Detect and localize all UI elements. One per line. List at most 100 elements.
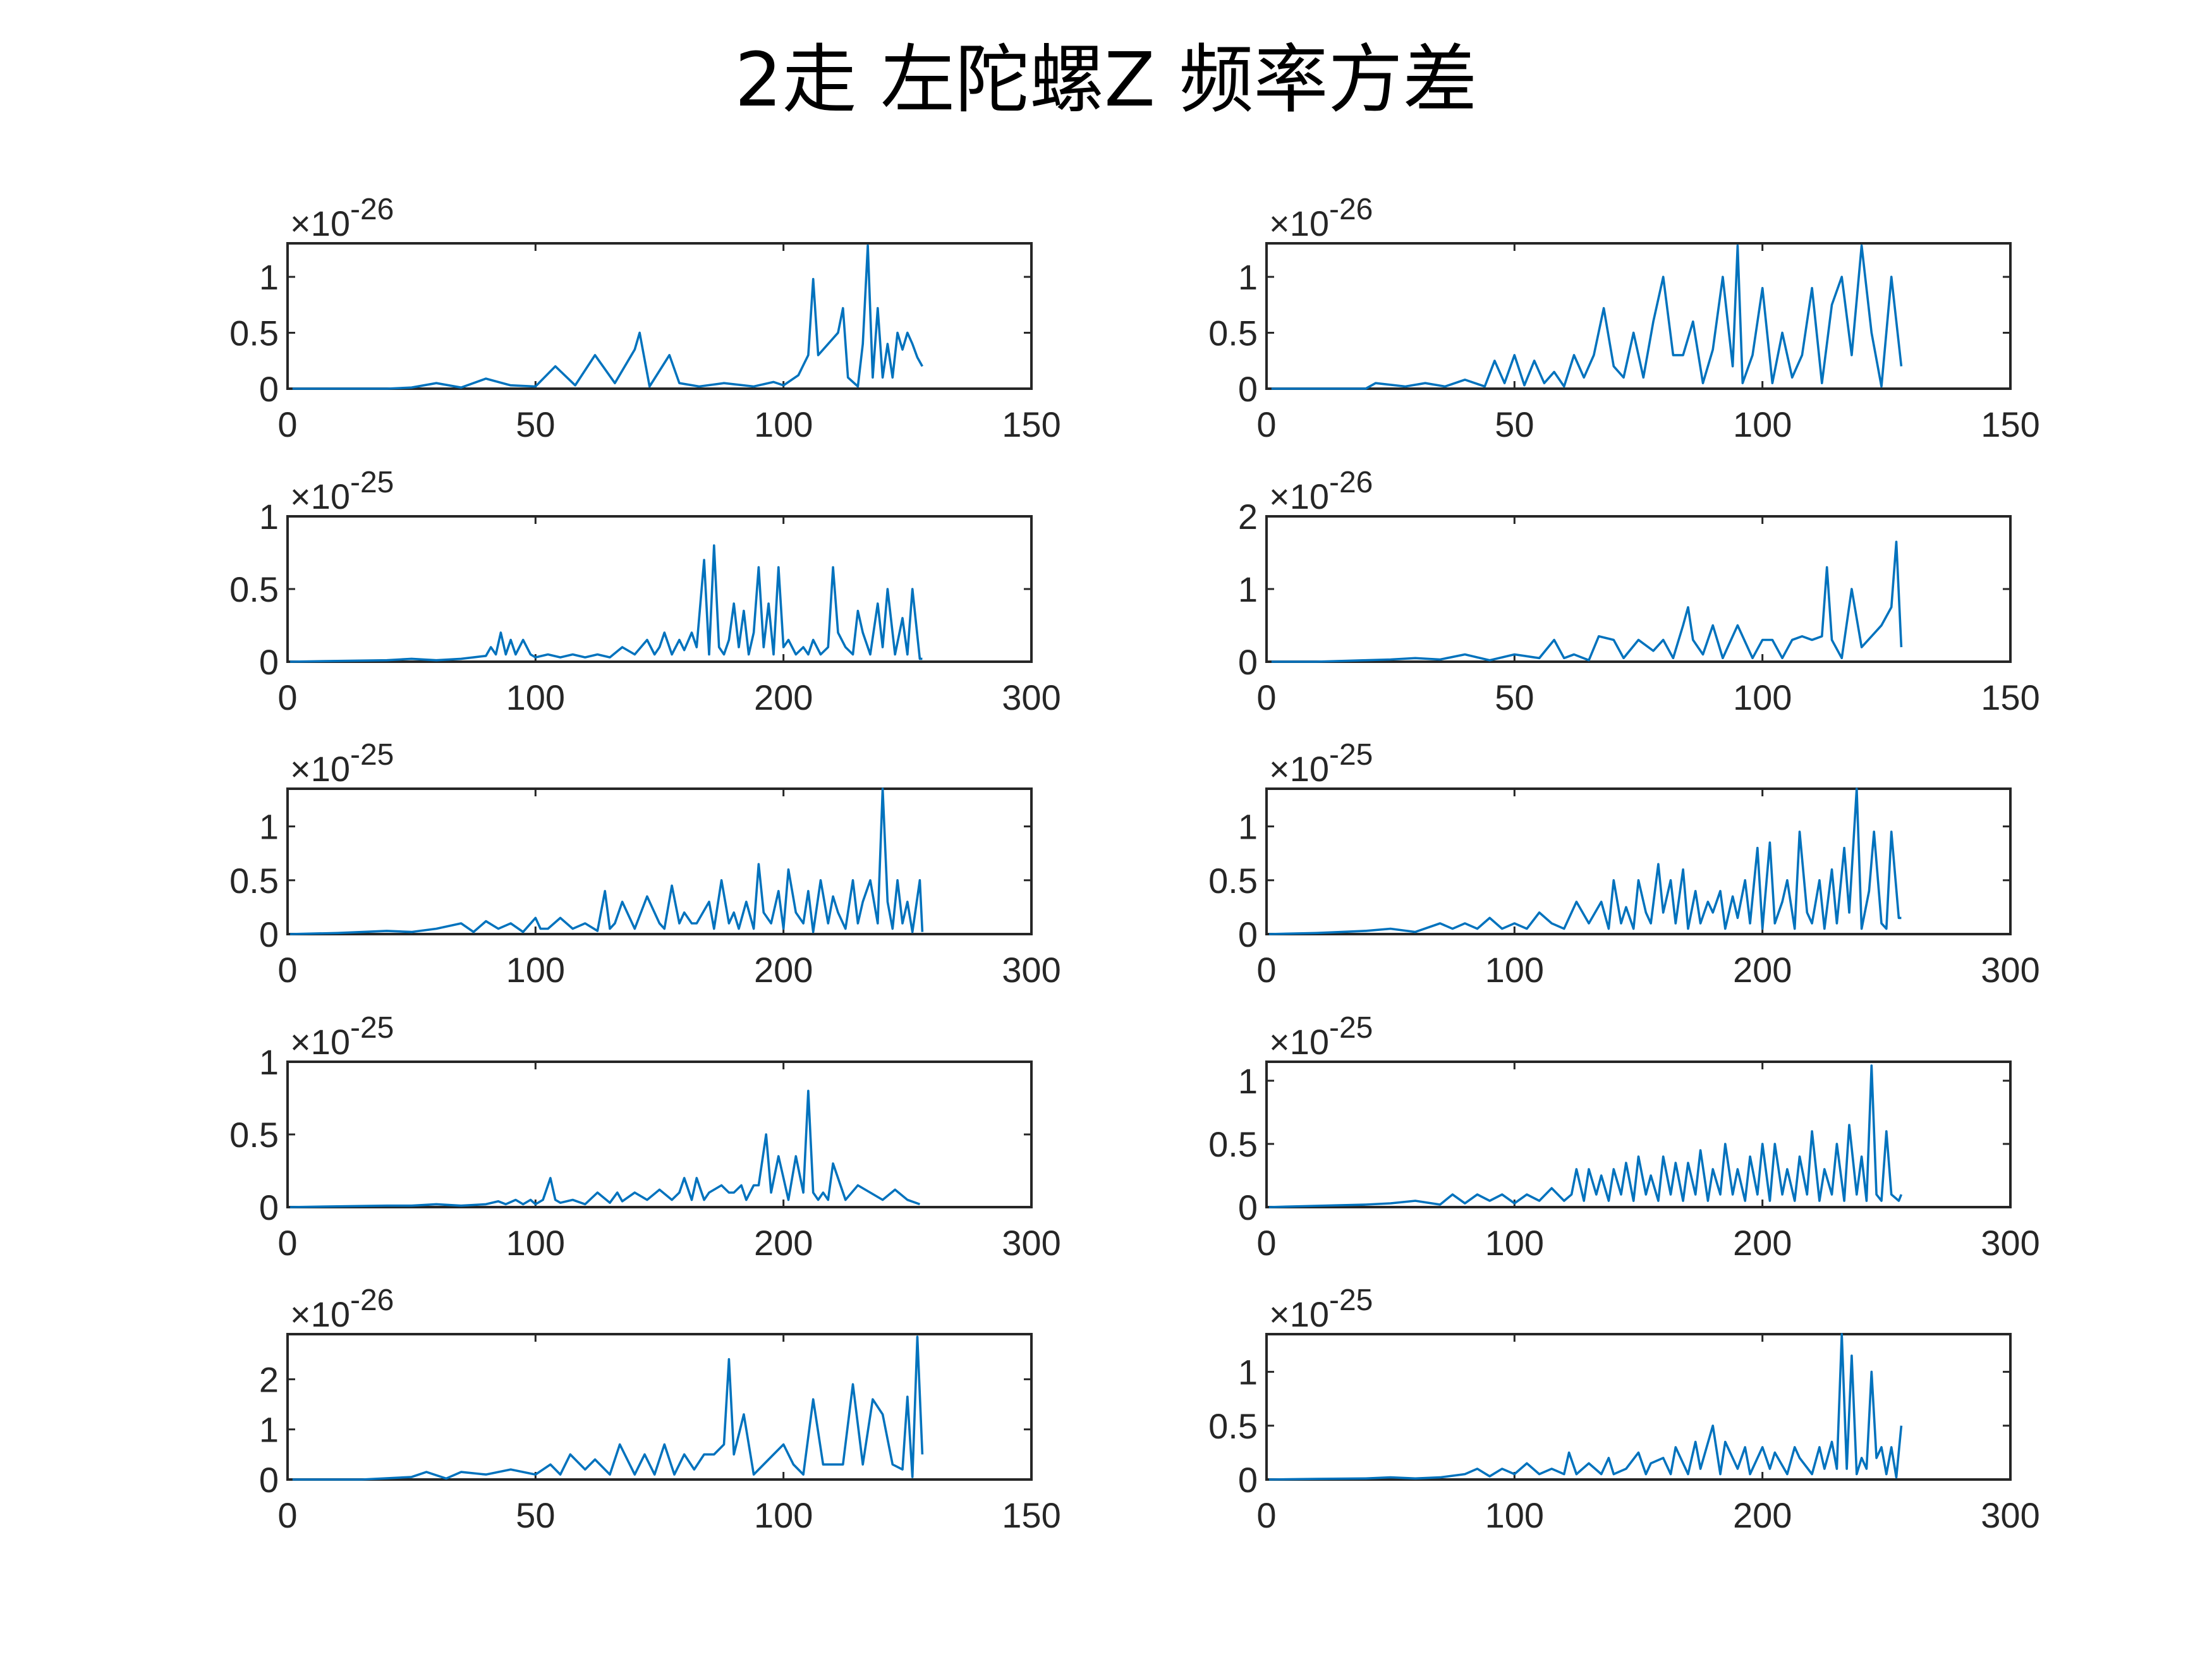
exponent-power: -25 xyxy=(350,466,394,499)
exponent-power: -26 xyxy=(350,193,394,226)
exponent-base: ×10 xyxy=(290,204,350,243)
axis-exponent-label: ×10-25 xyxy=(1269,738,1373,789)
axis-exponent-label: ×10-26 xyxy=(1269,466,1373,516)
y-tick-label: 0.5 xyxy=(1208,861,1258,901)
y-tick-label: 0 xyxy=(1238,915,1258,954)
y-tick-label: 1 xyxy=(1238,1352,1258,1392)
x-tick-label: 150 xyxy=(1981,678,2039,717)
exponent-power: -25 xyxy=(1329,1011,1373,1045)
y-tick-label: 0 xyxy=(259,369,279,409)
axis-exponent-label: ×10-25 xyxy=(290,1011,394,1062)
subplot-3: 0 100 200 300 0 0.5 1 ×10-25 xyxy=(229,466,1061,717)
y-tick-label: 1 xyxy=(1238,1061,1258,1101)
y-tick-label: 0.5 xyxy=(229,861,279,901)
axis-exponent-label: ×10-26 xyxy=(1269,193,1373,243)
series-line xyxy=(292,244,923,390)
subplot-6: 0 100 200 300 0 0.5 1 ×10-25 xyxy=(1208,738,2040,990)
x-tick-label: 200 xyxy=(1733,1495,1792,1535)
figure-title: 2走 左陀螺Z 频率方差 xyxy=(735,36,1478,123)
plot-area xyxy=(286,242,1033,390)
series-line xyxy=(289,544,923,663)
y-tick-label: 0.5 xyxy=(1208,1406,1258,1446)
y-tick-label: 0.5 xyxy=(229,569,279,609)
x-tick-label: 0 xyxy=(1256,1223,1276,1263)
plot-area xyxy=(1265,1060,2012,1208)
x-tick-label: 100 xyxy=(1485,1223,1544,1263)
series-line xyxy=(289,1090,920,1208)
series-line xyxy=(1268,1064,1903,1208)
x-tick-label: 50 xyxy=(1495,678,1534,717)
y-tick-label: 0 xyxy=(1238,1188,1258,1227)
x-tick-label: 200 xyxy=(1733,1223,1792,1263)
series-line xyxy=(1271,540,1903,663)
plot-area xyxy=(286,1333,1033,1481)
y-tick-label: 0 xyxy=(259,642,279,682)
y-tick-label: 1 xyxy=(259,1410,279,1450)
y-tick-label: 0 xyxy=(259,915,279,954)
y-tick-label: 0.5 xyxy=(1208,1124,1258,1164)
x-tick-label: 300 xyxy=(1981,1495,2039,1535)
plot-area xyxy=(1265,242,2012,390)
subplot-4: 0 50 100 150 0 1 2 ×10-26 xyxy=(1238,466,2040,717)
plot-area xyxy=(286,1060,1033,1208)
x-tick-label: 0 xyxy=(1256,1495,1276,1535)
y-tick-label: 1 xyxy=(259,807,279,847)
x-tick-label: 0 xyxy=(1256,950,1276,990)
y-tick-label: 0 xyxy=(1238,369,1258,409)
exponent-power: -25 xyxy=(1329,1284,1373,1317)
series-line xyxy=(292,1335,924,1481)
x-tick-label: 0 xyxy=(277,950,297,990)
axis-exponent-label: ×10-25 xyxy=(1269,1011,1373,1062)
x-tick-label: 300 xyxy=(1002,950,1060,990)
subplot-7: 0 100 200 300 0 0.5 1 ×10-25 xyxy=(229,1011,1061,1263)
y-tick-label: 2 xyxy=(1238,497,1258,537)
exponent-base: ×10 xyxy=(1269,477,1329,516)
subplot-8: 0 100 200 300 0 0.5 1 ×10-25 xyxy=(1208,1011,2040,1263)
x-tick-label: 0 xyxy=(277,404,297,444)
x-tick-label: 50 xyxy=(516,1495,555,1535)
x-tick-label: 200 xyxy=(754,1223,813,1263)
y-tick-label: 0.5 xyxy=(229,1115,279,1155)
x-tick-label: 0 xyxy=(1256,404,1276,444)
x-tick-label: 300 xyxy=(1981,950,2039,990)
y-tick-label: 1 xyxy=(259,497,279,537)
subplot-2: 0 50 100 150 0 0.5 1 ×10-26 xyxy=(1208,193,2040,444)
exponent-power: -26 xyxy=(1329,466,1373,499)
x-tick-label: 100 xyxy=(1733,404,1792,444)
x-tick-label: 0 xyxy=(277,678,297,717)
x-tick-label: 150 xyxy=(1002,1495,1060,1535)
subplot-9: 0 50 100 150 0 1 2 ×10-26 xyxy=(259,1284,1061,1535)
exponent-base: ×10 xyxy=(290,749,350,789)
series-line xyxy=(289,787,924,935)
x-tick-label: 100 xyxy=(506,678,565,717)
y-tick-label: 1 xyxy=(1238,807,1258,847)
y-tick-label: 0 xyxy=(1238,642,1258,682)
x-tick-label: 200 xyxy=(754,678,813,717)
y-tick-label: 0.5 xyxy=(229,313,279,353)
x-tick-label: 50 xyxy=(1495,404,1534,444)
exponent-base: ×10 xyxy=(290,1022,350,1062)
axis-exponent-label: ×10-25 xyxy=(1269,1284,1373,1334)
x-tick-label: 100 xyxy=(506,1223,565,1263)
x-tick-label: 300 xyxy=(1002,678,1060,717)
exponent-power: -25 xyxy=(350,738,394,772)
exponent-base: ×10 xyxy=(290,1294,350,1334)
exponent-base: ×10 xyxy=(1269,204,1329,243)
plot-area xyxy=(286,787,1033,935)
x-tick-label: 150 xyxy=(1981,404,2039,444)
x-tick-label: 100 xyxy=(1733,678,1792,717)
x-tick-label: 150 xyxy=(1002,404,1060,444)
y-tick-label: 0 xyxy=(259,1188,279,1227)
x-tick-label: 200 xyxy=(1733,950,1792,990)
plot-area xyxy=(286,515,1033,663)
exponent-base: ×10 xyxy=(1269,1294,1329,1334)
x-tick-label: 300 xyxy=(1981,1223,2039,1263)
subplot-5: 0 100 200 300 0 0.5 1 ×10-25 xyxy=(229,738,1061,990)
x-tick-label: 0 xyxy=(277,1223,297,1263)
axis-exponent-label: ×10-26 xyxy=(290,1284,394,1334)
x-tick-label: 0 xyxy=(277,1495,297,1535)
x-tick-label: 50 xyxy=(516,404,555,444)
exponent-base: ×10 xyxy=(1269,1022,1329,1062)
